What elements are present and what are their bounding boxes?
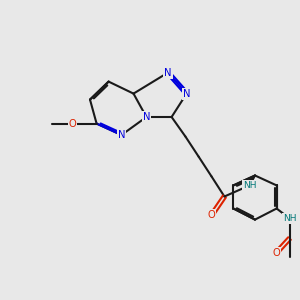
Text: N: N bbox=[118, 130, 125, 140]
Text: N: N bbox=[143, 112, 150, 122]
Text: O: O bbox=[273, 248, 280, 258]
Text: O: O bbox=[69, 118, 76, 129]
Text: O: O bbox=[208, 210, 215, 220]
Text: N: N bbox=[164, 68, 172, 78]
Text: NH: NH bbox=[283, 214, 296, 223]
Text: N: N bbox=[183, 88, 190, 99]
Text: NH: NH bbox=[243, 181, 256, 190]
